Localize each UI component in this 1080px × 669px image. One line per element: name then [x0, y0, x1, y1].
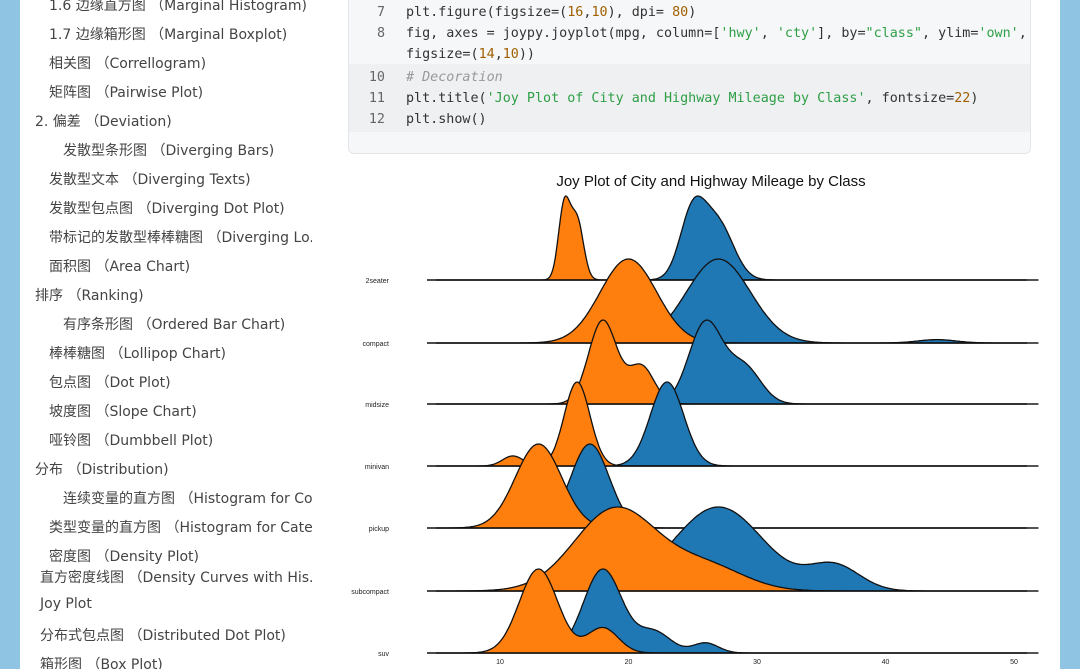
- toc-item-lollipop-chart[interactable]: 棒棒糖图 （Lollipop Chart): [49, 346, 226, 362]
- code-token: 10: [591, 5, 608, 20]
- code-token: plt.figure(figsize=(: [406, 5, 568, 20]
- toc-item-histogram-categorical[interactable]: 类型变量的直方图 （Histogram for Cate...: [49, 520, 312, 536]
- code-token: ): [970, 91, 979, 106]
- code-token: ], by=: [817, 26, 866, 41]
- category-label-suv: suv: [378, 651, 389, 658]
- ridge-midsize: midsize: [365, 319, 1039, 409]
- toc-section-deviation[interactable]: 2. 偏差 （Deviation): [35, 114, 172, 130]
- code-token: 'own': [978, 26, 1019, 41]
- toc-item-ordered-bar-chart[interactable]: 有序条形图 （Ordered Bar Chart): [63, 317, 286, 333]
- code-token: 'cty': [776, 26, 818, 41]
- ridge-subcompact: subcompact: [351, 506, 1039, 596]
- line-number: 8: [376, 26, 385, 41]
- x-tick-label: 10: [496, 659, 504, 666]
- window-frame-right: [1060, 0, 1080, 669]
- chart-title: Joy Plot of City and Highway Mileage by …: [556, 173, 865, 190]
- density-hwy-2seater: [435, 195, 1039, 281]
- category-label-2seater: 2seater: [366, 278, 390, 285]
- joy-plot-figure: Joy Plot of City and Highway Mileage by …: [351, 173, 1039, 666]
- code-highlight-region: [349, 64, 1030, 132]
- ridge-compact: compact: [363, 258, 1039, 348]
- toc-item-area-chart[interactable]: 面积图 （Area Chart): [49, 259, 191, 275]
- line-number: 11: [368, 91, 385, 106]
- toc-item-box-plot[interactable]: 箱形图 （Box Plot): [40, 657, 163, 669]
- toc-section-distribution[interactable]: 分布 （Distribution): [35, 462, 169, 478]
- code-text: fig, axes = joypy.joyplot(mpg, column=['…: [406, 23, 1027, 44]
- toc-item-distributed-dot-plot[interactable]: 分布式包点图 （Distributed Dot Plot): [40, 628, 286, 644]
- toc-item-marginal-boxplot[interactable]: 1.7 边缘箱形图 （Marginal Boxplot): [49, 27, 288, 43]
- code-token: ), dpi=: [607, 5, 673, 20]
- toc-item-marginal-histogram[interactable]: 1.6 边缘直方图 （Marginal Histogram): [49, 0, 307, 14]
- code-text: # Decoration: [406, 67, 503, 88]
- code-token: 16: [567, 5, 584, 20]
- toc-item-dot-plot[interactable]: 包点图 （Dot Plot): [49, 375, 171, 391]
- code-text: plt.title('Joy Plot of City and Highway …: [406, 88, 978, 109]
- x-tick-label: 50: [1010, 659, 1018, 666]
- toc-item-diverging-dot-plot[interactable]: 发散型包点图 （Diverging Dot Plot): [49, 201, 285, 217]
- code-token: 80: [672, 5, 689, 20]
- main-content: 7 plt.figure(figsize=(16,10), dpi= 80) 8 fi…: [312, 0, 1060, 669]
- code-token: , fontsize=: [865, 91, 955, 106]
- toc-item-diverging-bars[interactable]: 发散型条形图 （Diverging Bars): [63, 143, 275, 159]
- code-token: fig, axes = joypy.joyplot(mpg, column=[: [406, 26, 721, 41]
- category-label-minivan: minivan: [365, 464, 389, 471]
- category-label-midsize: midsize: [365, 402, 389, 409]
- code-token: ): [688, 5, 697, 20]
- category-label-pickup: pickup: [369, 526, 389, 533]
- code-token: 14: [478, 47, 495, 62]
- code-token: figsize=(: [406, 47, 479, 62]
- toc-item-correllogram[interactable]: 相关图 （Correllogram): [49, 56, 207, 72]
- toc-section-ranking[interactable]: 排序 （Ranking): [35, 288, 144, 304]
- x-tick-label: 20: [625, 659, 633, 666]
- line-number: 12: [368, 112, 385, 127]
- code-text: figsize=(14,10)): [406, 44, 535, 65]
- ridge-suv: suv: [378, 568, 1039, 658]
- code-token: 10: [502, 47, 519, 62]
- toc-item-joy-plot[interactable]: Joy Plot: [40, 596, 92, 612]
- code-token: # Decoration: [406, 70, 503, 85]
- code-text: plt.show(): [406, 109, 487, 130]
- x-tick-label: 40: [882, 659, 890, 666]
- toc-item-histogram-continuous[interactable]: 连续变量的直方图 （Histogram for Co...: [63, 491, 312, 507]
- code-token: ,: [583, 5, 592, 20]
- line-number: 10: [368, 70, 385, 85]
- toc-item-diverging-lollipop[interactable]: 带标记的发散型棒棒糖图 （Diverging Lo...: [49, 230, 312, 246]
- code-token: 'hwy': [720, 26, 761, 41]
- code-token: plt.title(: [406, 91, 487, 106]
- code-token: ,: [760, 26, 777, 41]
- toc-item-diverging-texts[interactable]: 发散型文本 （Diverging Texts): [49, 172, 251, 188]
- code-token: plt.show(): [406, 112, 487, 127]
- code-token: )): [518, 47, 535, 62]
- density-hwy-compact: [435, 258, 1039, 344]
- toc-item-dumbbell-plot[interactable]: 哑铃图 （Dumbbell Plot): [49, 433, 214, 449]
- x-tick-label: 30: [753, 659, 761, 666]
- toc-item-density-plot[interactable]: 密度图 （Density Plot): [49, 549, 199, 565]
- sidebar-toc[interactable]: 1.6 边缘直方图 （Marginal Histogram) 1.7 边缘箱形图…: [20, 0, 312, 669]
- line-number: 7: [376, 5, 385, 20]
- category-label-compact: compact: [363, 341, 390, 348]
- code-text: plt.figure(figsize=(16,10), dpi= 80): [406, 2, 696, 23]
- toc-item-pairwise-plot[interactable]: 矩阵图 （Pairwise Plot): [49, 85, 204, 101]
- code-token: 'Joy Plot of City and Highway Mileage by…: [486, 91, 866, 106]
- code-token: , ylim=: [921, 26, 979, 41]
- code-token: 22: [954, 91, 971, 106]
- code-token: ,: [1018, 26, 1027, 41]
- toc-item-slope-chart[interactable]: 坡度图 （Slope Chart): [49, 404, 197, 420]
- code-token: "class": [865, 26, 922, 41]
- toc-item-density-curves-histogram[interactable]: 直方密度线图 （Density Curves with His...: [40, 570, 312, 586]
- code-token: ,: [494, 47, 503, 62]
- window-frame-left: [0, 0, 20, 669]
- code-block[interactable]: 7 plt.figure(figsize=(16,10), dpi= 80) 8 fi…: [348, 0, 1031, 154]
- category-label-subcompact: subcompact: [351, 589, 389, 596]
